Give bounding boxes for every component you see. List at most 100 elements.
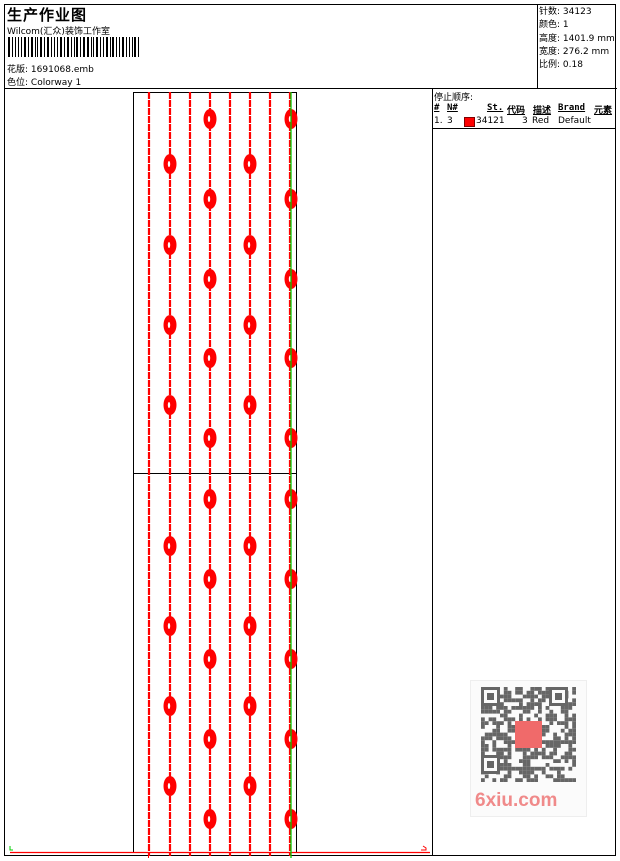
info-stitches: 针数: 34123 <box>539 7 592 17</box>
barcode-bar <box>24 37 26 57</box>
barcode-bar <box>116 37 118 57</box>
barcode-bar <box>64 37 65 57</box>
seal-stamp <box>515 721 542 748</box>
colorway: 色位: Colorway 1 <box>7 75 81 88</box>
motif-center <box>247 402 251 408</box>
row-description: Red <box>532 116 550 126</box>
motif-center <box>207 736 211 742</box>
design-label: 花版: <box>7 65 29 75</box>
colorway-value: Colorway 1 <box>30 78 82 88</box>
design-info: 针数: 34123 颜色: 1 高度: 1401.9 mm 宽度: 276.2 … <box>539 6 615 72</box>
qr-finder <box>555 693 562 700</box>
motif-center <box>207 496 211 502</box>
motif-center <box>247 242 251 248</box>
motif-center <box>207 116 211 122</box>
stop-sequence-title: 停止顺序: <box>434 93 474 103</box>
barcode-bar <box>66 37 69 57</box>
motif-center <box>167 623 171 629</box>
barcode-bar <box>50 37 53 57</box>
color-swatch <box>464 117 475 127</box>
barcode-bar <box>60 37 62 57</box>
barcode-bar <box>14 37 17 57</box>
motif-center <box>247 322 251 328</box>
barcode-bar <box>93 37 95 57</box>
motif-center <box>167 242 171 248</box>
barcode-bar <box>128 37 130 57</box>
barcode-bar <box>134 37 137 57</box>
start-marker-icon <box>9 846 13 851</box>
barcode-bar <box>83 37 85 57</box>
barcode-bar <box>40 37 43 57</box>
barcode-bar <box>11 37 13 57</box>
sheet-frame <box>4 4 616 856</box>
motif-center <box>247 623 251 629</box>
barcode-bar <box>57 37 59 57</box>
motif-center <box>207 196 211 202</box>
col-code: 代码 <box>507 106 526 116</box>
motif-center <box>167 402 171 408</box>
barcode-bar <box>76 37 79 57</box>
motif-center <box>207 576 211 582</box>
barcode-bar <box>18 37 20 57</box>
info-height: 高度: 1401.9 mm <box>539 33 615 44</box>
barcode-bar <box>102 37 104 57</box>
barcode-bar <box>131 37 133 57</box>
row-stitches: 34121 <box>476 116 505 126</box>
colorway-label: 色位: <box>7 78 29 88</box>
barcode-bar <box>86 37 89 57</box>
col-brand: Brand <box>558 103 586 113</box>
barcode-bar <box>44 37 45 57</box>
barcode-bar <box>112 37 115 57</box>
barcode-bar <box>105 37 108 57</box>
barcode-bar <box>46 37 49 57</box>
qr-pattern <box>481 687 576 782</box>
row-brand: Default <box>558 116 591 126</box>
barcode-bar <box>27 37 29 57</box>
col-index: # <box>434 103 440 113</box>
barcode-bar <box>125 37 127 57</box>
row-code: 3 <box>522 116 528 126</box>
qr-finder <box>487 693 494 700</box>
barcode-bar <box>96 37 99 57</box>
motif-center <box>207 276 211 282</box>
row-index: 1. <box>434 116 443 126</box>
end-marker-icon <box>421 845 427 851</box>
info-width: 宽度: 276.2 mm <box>539 46 610 57</box>
info-colors: 颜色: 1 <box>539 20 569 31</box>
barcode-bar <box>80 37 82 57</box>
barcode-bar <box>70 37 72 57</box>
motif-center <box>207 355 211 361</box>
barcode-bar <box>109 37 111 57</box>
row-divider <box>433 128 616 129</box>
barcode-bar <box>30 37 33 57</box>
barcode-bar <box>21 37 23 57</box>
motif-center <box>167 703 171 709</box>
company-name: Wilcom(汇众)装饰工作室 <box>7 27 110 37</box>
qr-finder <box>487 761 494 768</box>
watermark-logo: 6xiu.com <box>475 790 558 811</box>
barcode-bar <box>34 37 36 57</box>
row-needle: 3 <box>447 116 453 126</box>
motif-center <box>247 783 251 789</box>
motif-center <box>167 322 171 328</box>
barcode-bar <box>54 37 56 57</box>
design-value: 1691068.emb <box>30 65 94 75</box>
panel-divider <box>432 88 433 856</box>
motif-center <box>167 161 171 167</box>
info-scale: 比例: 0.18 <box>539 60 583 71</box>
col-needle: N# <box>447 103 458 113</box>
motif-center <box>207 816 211 822</box>
barcode-bar <box>121 37 124 57</box>
barcode-bar <box>100 37 101 57</box>
col-stitches: St. <box>487 103 504 113</box>
barcode-bar <box>8 37 10 57</box>
header-divider <box>4 88 617 89</box>
motif-center <box>247 543 251 549</box>
barcode-bar <box>73 37 75 57</box>
qr-code <box>470 680 587 817</box>
motif-center <box>207 656 211 662</box>
motif-center <box>167 783 171 789</box>
barcode-bar <box>138 37 140 57</box>
barcode-bar <box>37 37 39 57</box>
